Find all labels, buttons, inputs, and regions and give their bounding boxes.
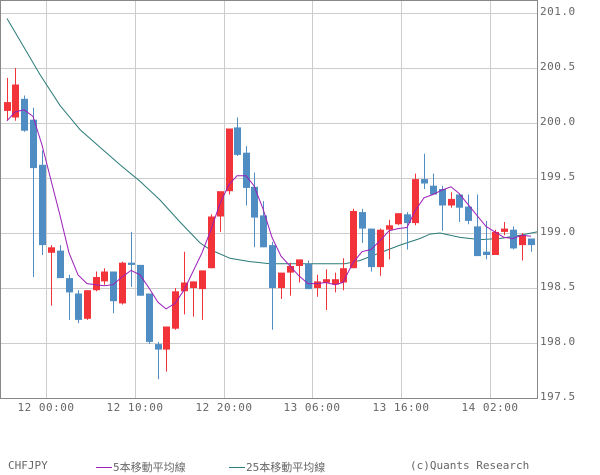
- candle-up: [181, 251, 188, 315]
- x-tick-label: 12 20:00: [195, 401, 253, 414]
- candle-down: [456, 194, 463, 222]
- y-tick-label: 198.5: [540, 280, 576, 293]
- candle-down: [483, 220, 490, 260]
- x-tick-label: 13 16:00: [372, 401, 430, 414]
- candle-down: [137, 264, 144, 296]
- candle-down: [260, 201, 267, 248]
- candle-up: [323, 269, 330, 310]
- candle-down: [30, 107, 37, 277]
- candle-up: [395, 213, 402, 226]
- candle-up: [332, 272, 339, 293]
- candle-down: [39, 150, 46, 255]
- credit: (c)Quants Research: [410, 459, 529, 472]
- candle-down: [439, 185, 446, 231]
- candle-down: [404, 212, 411, 250]
- candle-down: [421, 153, 428, 189]
- ma25-swatch-icon: [229, 466, 245, 468]
- candle-up: [217, 191, 224, 232]
- candle-down: [234, 117, 241, 156]
- legend-ma25: 25本移動平均線: [229, 459, 325, 475]
- candle-down: [430, 173, 437, 195]
- candle-up: [278, 272, 285, 299]
- candle-up: [101, 268, 108, 285]
- candle-down: [528, 238, 535, 252]
- candle-up: [296, 259, 303, 283]
- candle-up: [48, 245, 55, 306]
- ma5-swatch-icon: [96, 466, 112, 468]
- y-tick-label: 200.0: [540, 115, 576, 128]
- candle-down: [57, 245, 64, 279]
- candle-down: [368, 228, 375, 272]
- candle-down: [21, 95, 28, 132]
- x-tick-label: 14 02:00: [461, 401, 519, 414]
- candle-down: [66, 274, 73, 320]
- candle-up: [492, 229, 499, 255]
- candle-up: [350, 208, 357, 269]
- candles: [4, 68, 535, 380]
- symbol-text: CHFJPY: [8, 459, 48, 472]
- y-tick-label: 200.5: [540, 60, 576, 73]
- grid-lines: [0, 0, 537, 399]
- y-tick-label: 197.5: [540, 390, 576, 403]
- candle-down: [155, 341, 162, 380]
- candle-down: [465, 194, 472, 225]
- plot-frame: [0, 0, 538, 399]
- candle-up: [190, 281, 197, 317]
- candle-up: [199, 270, 206, 320]
- candle-up: [448, 192, 455, 208]
- candle-up: [519, 233, 526, 261]
- y-tick-label: 201.0: [540, 5, 576, 18]
- credit-text: (c)Quants Research: [410, 459, 530, 472]
- candle-up: [412, 173, 419, 226]
- x-tick-label: 13 06:00: [283, 401, 341, 414]
- candle-up: [119, 261, 126, 305]
- candle-down: [251, 172, 258, 248]
- candle-up: [84, 290, 91, 320]
- legend-ma25-label: 25本移動平均線: [246, 461, 326, 474]
- candle-down: [110, 271, 117, 314]
- y-tick-label: 199.5: [540, 170, 576, 183]
- symbol-label: CHFJPY: [8, 459, 48, 472]
- x-tick-label: 12 00:00: [17, 401, 75, 414]
- candle-up: [163, 326, 170, 372]
- candle-up: [208, 214, 215, 269]
- x-tick-label: 12 10:00: [106, 401, 164, 414]
- candlestick-chart: [0, 0, 538, 399]
- candle-up: [501, 222, 508, 236]
- candle-up: [172, 288, 179, 330]
- candle-down: [146, 293, 153, 345]
- candle-up: [377, 228, 384, 276]
- y-tick-label: 199.0: [540, 225, 576, 238]
- ma25-line: [6, 18, 538, 265]
- candle-down: [269, 241, 276, 330]
- y-tick-label: 198.0: [540, 335, 576, 348]
- candle-down: [359, 208, 366, 243]
- ma5-line: [6, 109, 532, 310]
- candle-down: [305, 260, 312, 290]
- candle-up: [386, 219, 393, 260]
- candle-up: [93, 271, 100, 292]
- candle-up: [4, 77, 11, 121]
- candle-up: [340, 258, 347, 291]
- legend-ma5-label: 5本移動平均線: [113, 461, 186, 474]
- candle-down: [128, 231, 135, 287]
- candle-up: [287, 262, 294, 296]
- legend-ma5: 5本移動平均線: [96, 459, 186, 475]
- candle-down: [474, 194, 481, 257]
- candle-up: [314, 274, 321, 297]
- candle-down: [75, 290, 82, 324]
- candle-up: [12, 68, 19, 121]
